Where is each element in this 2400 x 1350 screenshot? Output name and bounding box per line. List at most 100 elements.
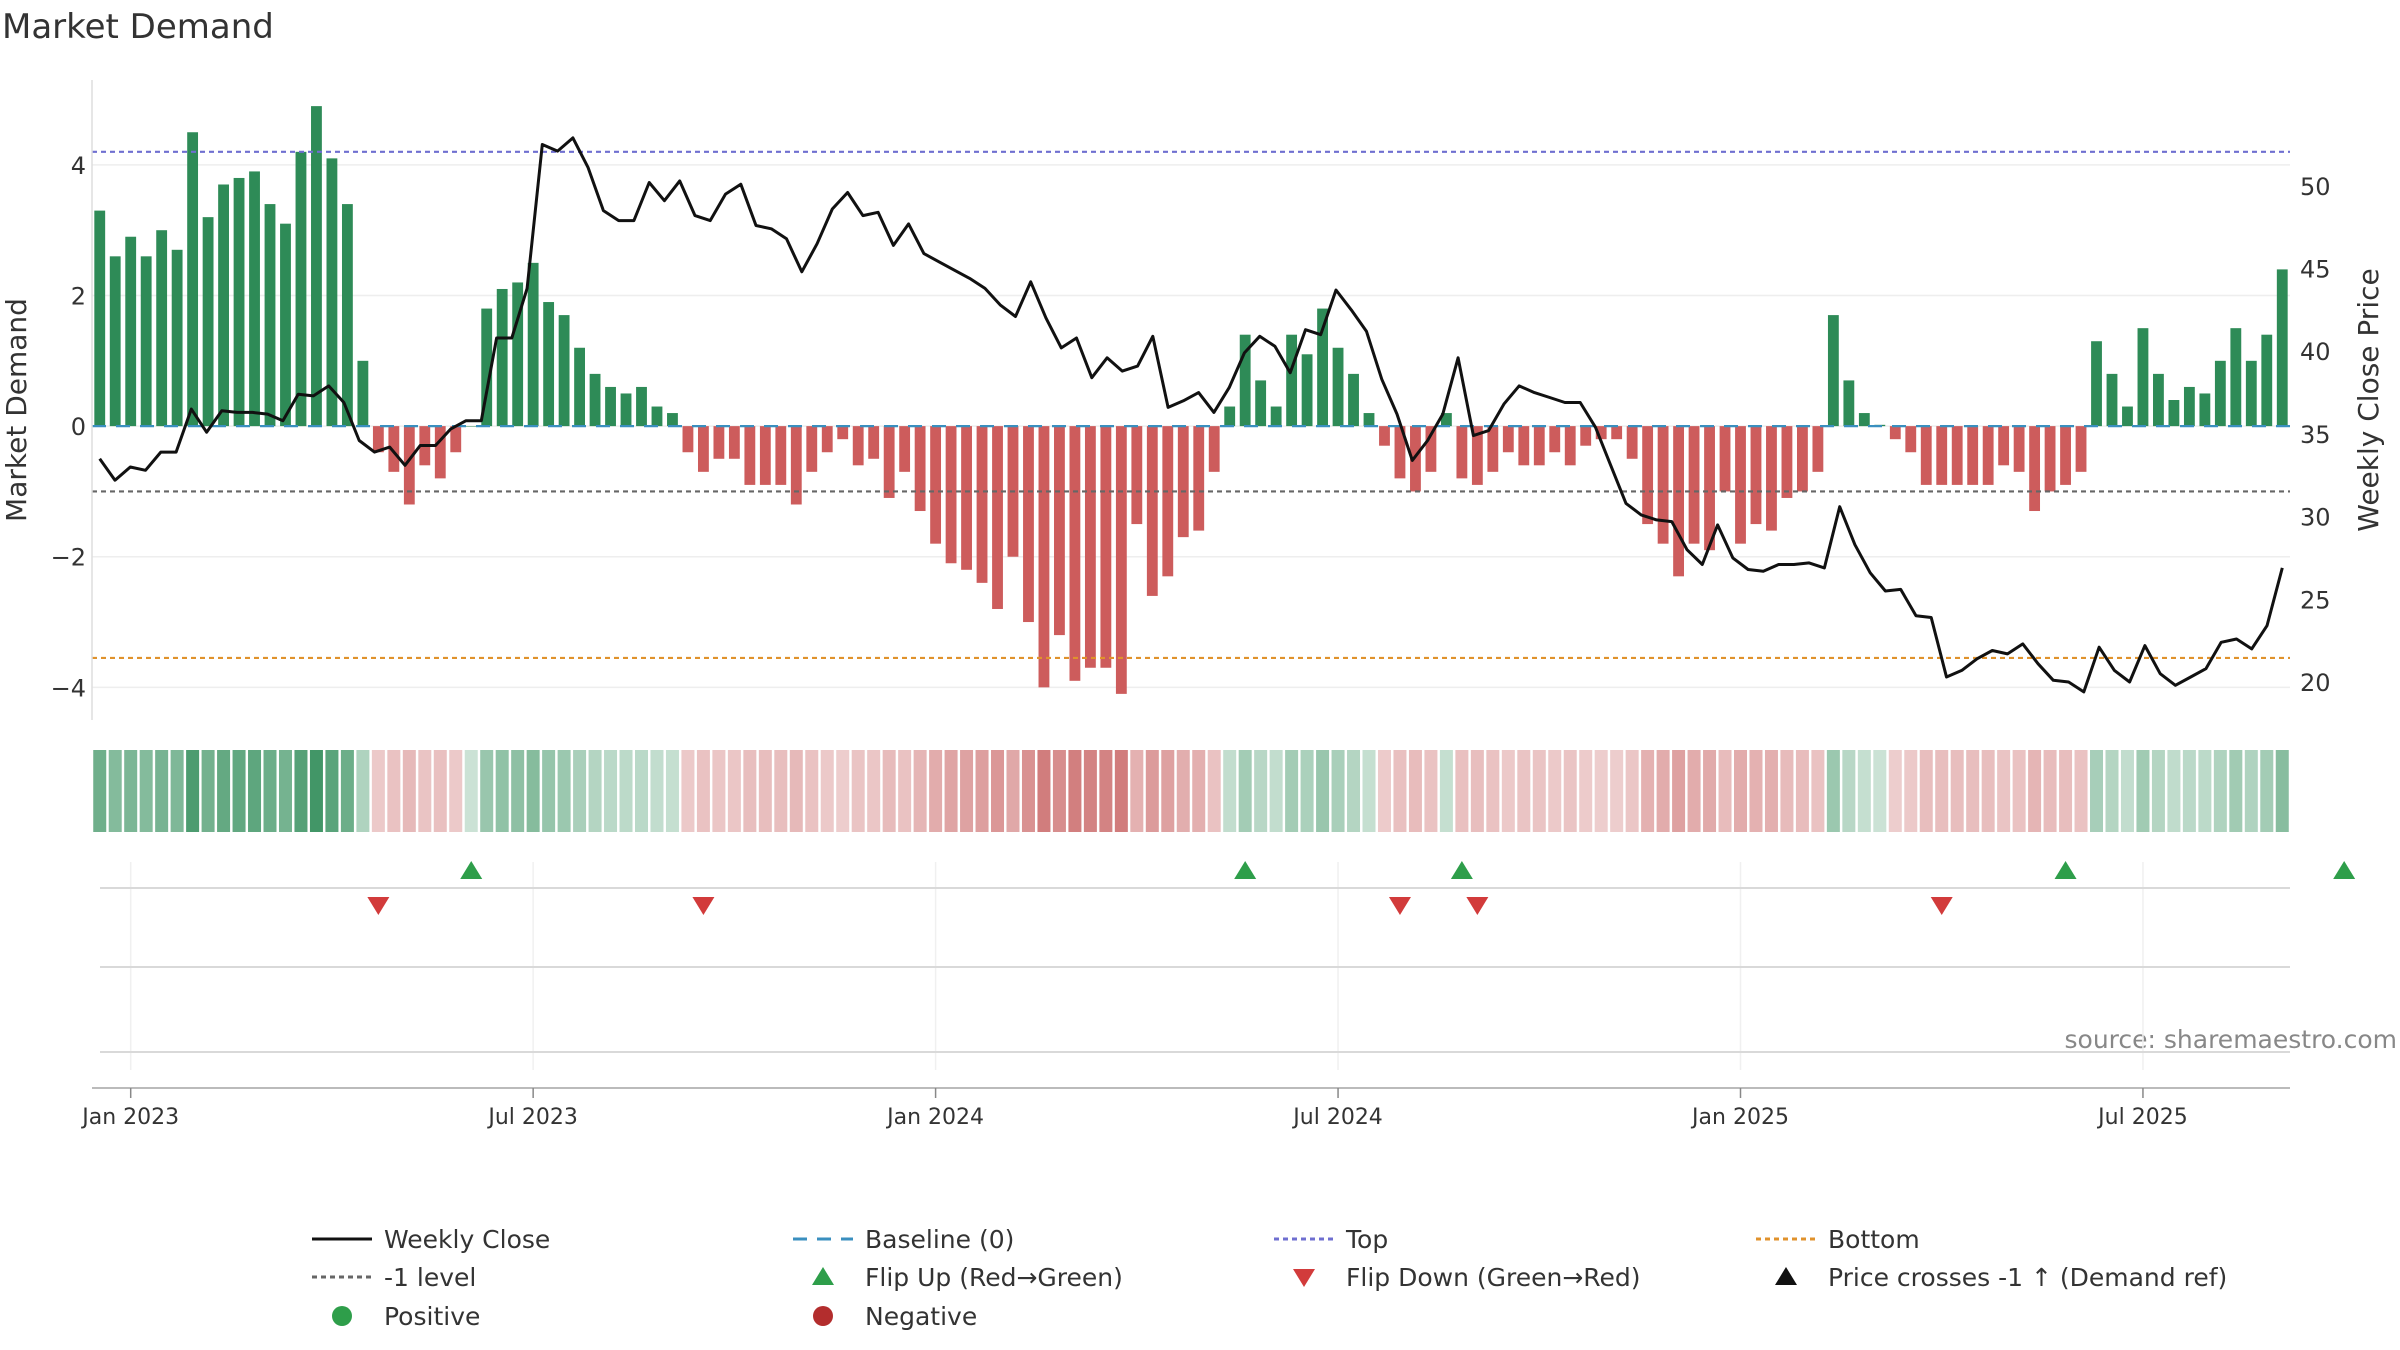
demand-bar-negative <box>1673 426 1685 577</box>
demand-bar-positive <box>357 360 369 427</box>
legend-symbol-triangle-down <box>1293 1269 1315 1287</box>
heat-cell <box>217 750 231 832</box>
heat-cell <box>1703 750 1717 832</box>
demand-bar-negative <box>1889 426 1901 440</box>
heat-cell <box>325 750 339 832</box>
heat-cell <box>1037 750 1051 832</box>
heat-cell <box>1672 750 1686 832</box>
heat-cell <box>248 750 262 832</box>
heat-cell <box>975 750 989 832</box>
legend-symbol-triangle-up <box>1775 1267 1797 1285</box>
demand-bar-negative <box>728 426 740 459</box>
demand-bar-negative <box>1580 426 1592 446</box>
demand-bar-positive <box>326 158 338 427</box>
demand-bar-negative <box>1611 426 1623 440</box>
demand-bar-positive <box>171 249 183 427</box>
demand-bar-negative <box>697 426 709 472</box>
heat-cell <box>604 750 618 832</box>
demand-bar-positive <box>651 406 663 427</box>
heat-cell <box>526 750 540 832</box>
demand-bar-positive <box>1224 406 1236 427</box>
demand-bar-negative <box>1410 426 1421 492</box>
heat-cell <box>201 750 215 832</box>
flip-up-marker <box>2333 861 2356 879</box>
heat-cell <box>1919 750 1933 832</box>
heat-cell <box>1966 750 1980 832</box>
x-tick-label: Jul 2023 <box>486 1105 578 1130</box>
demand-bar-negative <box>2075 426 2087 472</box>
heat-cell <box>1068 750 1082 832</box>
reference-lines <box>92 150 2290 660</box>
right-tick-label: 20 <box>2300 669 2331 697</box>
heat-cell <box>480 750 494 832</box>
flip-down-marker <box>1388 897 1411 915</box>
demand-bar-positive <box>2230 328 2242 427</box>
demand-bar-positive <box>2137 328 2149 427</box>
heat-cell <box>1424 750 1438 832</box>
demand-bar-negative <box>434 426 446 479</box>
heat-cell <box>1594 750 1608 832</box>
demand-bars <box>94 106 2288 694</box>
heat-cell <box>2260 750 2274 832</box>
heat-cell <box>2136 750 2150 832</box>
demand-bar-negative <box>1595 426 1607 440</box>
demand-bar-positive <box>1301 354 1313 427</box>
demand-bar-positive <box>341 204 353 427</box>
demand-bar-negative <box>1208 426 1220 472</box>
heat-cell <box>108 750 122 832</box>
demand-bar-negative <box>1564 426 1576 466</box>
demand-bar-negative <box>759 426 771 485</box>
flip-down-marker <box>1466 897 1489 915</box>
flip-up-marker <box>2054 861 2077 879</box>
legend-symbol-circle <box>332 1306 352 1326</box>
demand-bar-negative <box>1796 426 1808 492</box>
x-tick-label: Jan 2023 <box>80 1105 179 1130</box>
demand-bar-negative <box>976 426 988 583</box>
heat-cell <box>2120 750 2134 832</box>
demand-bar-negative <box>1162 426 1174 577</box>
demand-bar-positive <box>125 236 137 427</box>
heat-cell <box>2229 750 2243 832</box>
demand-bar-negative <box>1750 426 1762 525</box>
heat-cell <box>356 750 370 832</box>
heat-cell <box>294 750 308 832</box>
right-tick-label: 30 <box>2300 504 2331 532</box>
heat-cell <box>139 750 153 832</box>
demand-bar-negative <box>1704 426 1715 551</box>
demand-bar-positive <box>2261 334 2273 427</box>
heat-cell <box>820 750 834 832</box>
heat-cell <box>402 750 416 832</box>
demand-bar-positive <box>1239 334 1251 427</box>
heat-cell <box>1733 750 1748 832</box>
demand-bar-positive <box>1270 406 1282 427</box>
heat-cell <box>2074 750 2088 832</box>
heat-cell <box>1656 750 1670 832</box>
heat-cell <box>1192 750 1206 832</box>
demand-bar-negative <box>2013 426 2025 472</box>
right-tick-label: 35 <box>2300 421 2331 449</box>
heat-cell <box>1873 750 1887 832</box>
demand-bar-negative <box>790 426 802 505</box>
demand-bar-negative <box>806 426 818 472</box>
heat-cell <box>2244 750 2258 832</box>
demand-bar-negative <box>821 426 833 453</box>
heat-cell <box>634 750 649 832</box>
heat-cell <box>170 750 184 832</box>
demand-bar-negative <box>945 426 957 564</box>
demand-bar-negative <box>713 426 725 459</box>
demand-bar-positive <box>2153 373 2164 427</box>
heat-cell <box>743 750 757 832</box>
heat-cell <box>665 750 679 832</box>
heat-cell <box>1687 750 1701 832</box>
heat-cell <box>1811 750 1825 832</box>
demand-bar-negative <box>1131 426 1143 525</box>
heat-cell <box>2043 750 2057 832</box>
right-tick-label: 40 <box>2300 338 2331 366</box>
heat-cell <box>882 750 896 832</box>
heat-cell <box>712 750 726 832</box>
demand-bar-positive <box>667 413 678 427</box>
demand-bar-positive <box>187 132 199 427</box>
demand-bar-negative <box>1518 426 1530 466</box>
heat-cell <box>1795 750 1809 832</box>
